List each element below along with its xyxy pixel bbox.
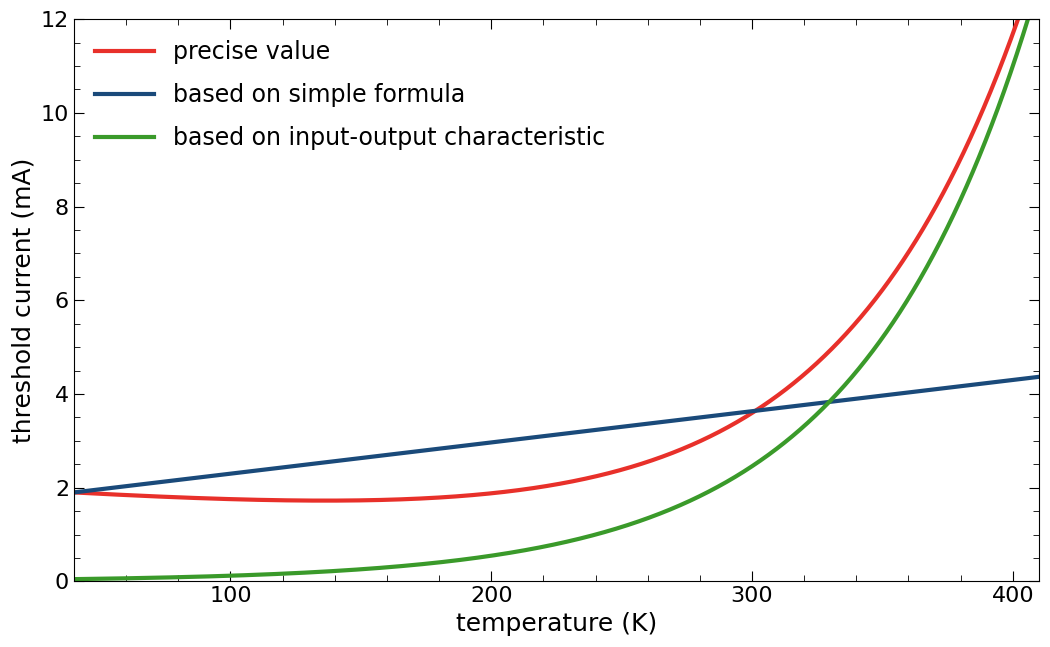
based on simple formula [537,432,549,440]
Line: based on input-output characteristic: based on input-output characteristic [74,0,1038,579]
based on input-output characteristic [1004,69,1016,77]
based on simple formula [511,435,524,443]
based on simple formula [1005,377,1017,384]
based on simple formula [827,397,840,405]
precise value [511,487,524,494]
Line: based on simple formula: based on simple formula [74,377,1038,492]
precise value [1005,34,1017,41]
based on input-output characteristic [1005,68,1017,76]
based on input-output characteristic [117,575,129,582]
Line: precise value: precise value [74,0,1038,501]
based on simple formula [1032,373,1045,380]
based on input-output characteristic [827,393,840,401]
based on input-output characteristic [67,575,80,583]
precise value [1005,35,1017,43]
based on simple formula [67,488,80,496]
based on input-output characteristic [511,547,524,555]
precise value [319,497,332,505]
Legend: precise value, based on simple formula, based on input-output characteristic: precise value, based on simple formula, … [86,31,614,160]
Y-axis label: threshold current (mA): threshold current (mA) [12,158,35,443]
based on input-output characteristic [537,543,549,551]
precise value [117,491,129,499]
X-axis label: temperature (K): temperature (K) [456,612,657,636]
based on simple formula [117,483,129,490]
precise value [67,488,80,496]
precise value [827,342,840,350]
based on simple formula [1004,377,1016,384]
precise value [538,483,550,490]
